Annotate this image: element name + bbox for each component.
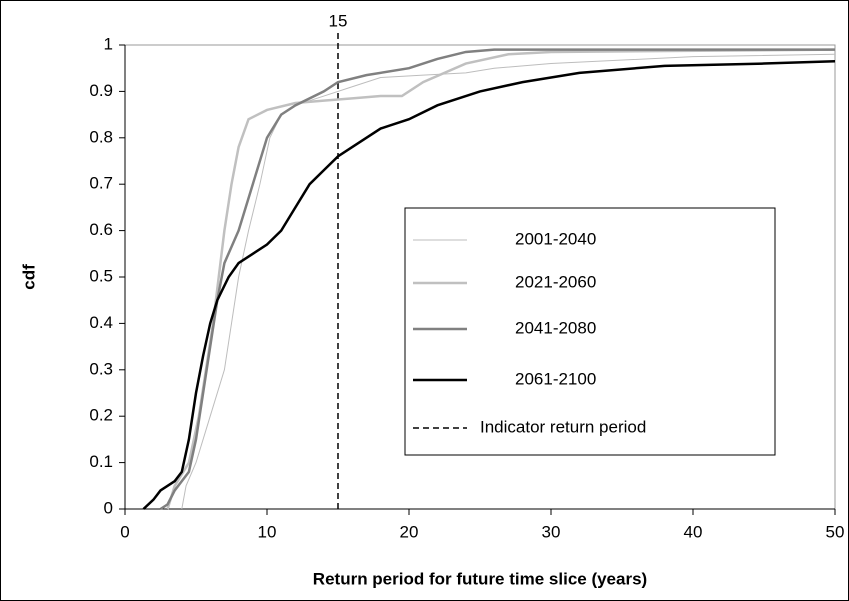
- legend-label: 2061-2100: [515, 369, 596, 388]
- y-tick-label: 0.3: [89, 359, 113, 378]
- x-tick-label: 30: [542, 522, 561, 541]
- x-axis-title: Return period for future time slice (yea…: [313, 569, 647, 588]
- x-tick-label: 50: [826, 522, 845, 541]
- legend-label: 2041-2080: [515, 318, 596, 337]
- legend-label: 2001-2040: [515, 229, 596, 248]
- x-tick-label: 0: [120, 522, 129, 541]
- y-tick-label: 1: [104, 34, 113, 53]
- y-tick-label: 0.9: [89, 81, 113, 100]
- y-axis-title: cdf: [19, 264, 38, 290]
- series-line: [142, 59, 836, 510]
- y-tick-label: 0.6: [89, 220, 113, 239]
- y-tick-label: 0.4: [89, 313, 113, 332]
- y-tick-label: 0.7: [89, 174, 113, 193]
- x-tick-label: 40: [684, 522, 703, 541]
- reference-label: 15: [329, 11, 348, 30]
- legend-box: [404, 207, 776, 456]
- y-tick-label: 0: [104, 498, 113, 517]
- legend-label: 2021-2060: [515, 272, 596, 291]
- legend-label: Indicator return period: [480, 417, 646, 436]
- y-tick-label: 0.8: [89, 127, 113, 146]
- y-tick-label: 0.1: [89, 452, 113, 471]
- x-tick-label: 10: [258, 522, 277, 541]
- x-tick-label: 20: [400, 522, 419, 541]
- series-line: [159, 48, 835, 511]
- y-tick-label: 0.2: [89, 406, 113, 425]
- y-tick-label: 0.5: [89, 266, 113, 285]
